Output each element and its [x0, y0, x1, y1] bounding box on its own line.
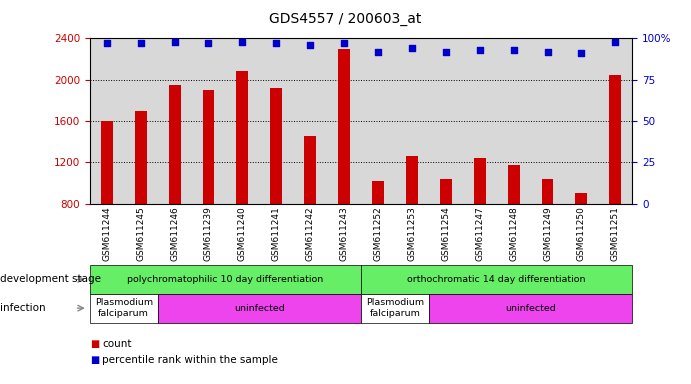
Text: ■: ■ [90, 339, 99, 349]
Point [576, 50, 587, 56]
Point [508, 47, 519, 53]
Point [271, 40, 282, 46]
Text: development stage: development stage [0, 274, 101, 285]
Bar [440, 179, 452, 204]
Text: infection: infection [0, 303, 46, 313]
Text: percentile rank within the sample: percentile rank within the sample [102, 355, 278, 365]
Bar [508, 166, 520, 204]
Text: Plasmodium
falciparum: Plasmodium falciparum [366, 298, 424, 318]
Text: count: count [102, 339, 132, 349]
Point [203, 40, 214, 46]
Bar [406, 156, 418, 204]
Point [339, 40, 350, 46]
Bar [236, 71, 248, 204]
Point [305, 42, 316, 48]
Point [406, 45, 417, 51]
Bar [372, 181, 384, 204]
Bar [609, 74, 621, 204]
Text: GDS4557 / 200603_at: GDS4557 / 200603_at [269, 12, 422, 25]
Bar [542, 179, 553, 204]
Bar [101, 121, 113, 204]
Bar [169, 85, 180, 204]
Point [237, 39, 248, 45]
Text: ■: ■ [90, 355, 99, 365]
Bar [576, 193, 587, 204]
Bar [202, 90, 214, 204]
Bar [304, 136, 316, 204]
Bar [270, 88, 282, 204]
Point [372, 48, 384, 55]
Bar [338, 49, 350, 204]
Text: uninfected: uninfected [505, 304, 556, 313]
Bar [135, 111, 146, 204]
Point [542, 48, 553, 55]
Point [102, 40, 113, 46]
Point [609, 39, 621, 45]
Point [169, 39, 180, 45]
Point [135, 40, 146, 46]
Text: polychromatophilic 10 day differentiation: polychromatophilic 10 day differentiatio… [127, 275, 323, 284]
Bar [474, 158, 486, 204]
Point [474, 47, 485, 53]
Text: Plasmodium
falciparum: Plasmodium falciparum [95, 298, 153, 318]
Text: uninfected: uninfected [234, 304, 285, 313]
Point [440, 48, 451, 55]
Text: orthochromatic 14 day differentiation: orthochromatic 14 day differentiation [408, 275, 586, 284]
